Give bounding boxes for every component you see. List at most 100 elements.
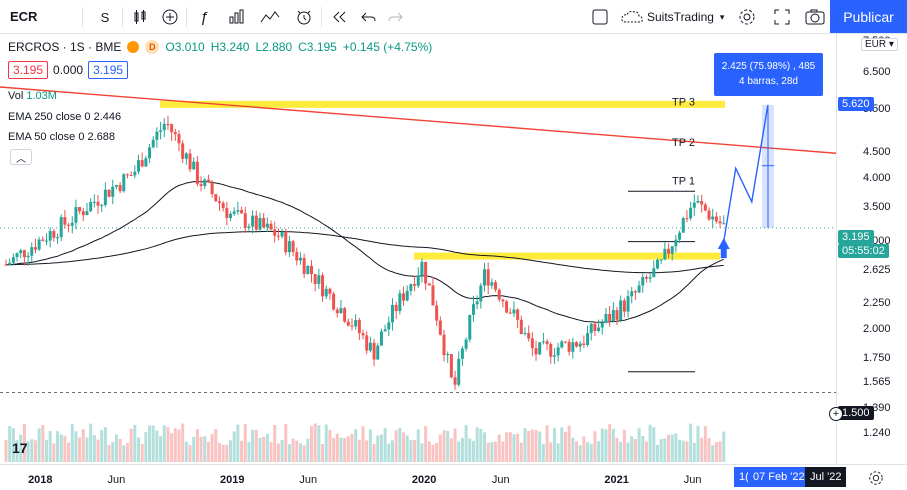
candle-body [516, 309, 520, 320]
volume-bar [563, 431, 567, 462]
candle-body [247, 226, 251, 228]
interval-button[interactable]: S [100, 9, 110, 25]
candle-body [505, 301, 509, 313]
volume-bar [667, 434, 671, 462]
candle-body [357, 320, 361, 334]
candle-body [567, 341, 571, 352]
volume-bar [402, 432, 406, 462]
candle-body [346, 321, 350, 326]
candle-body [81, 211, 85, 216]
redo-icon[interactable] [386, 6, 404, 28]
candle-type-icon[interactable] [130, 6, 150, 28]
candle-body [107, 189, 111, 197]
volume-bar [321, 444, 325, 462]
candle-body [203, 179, 207, 186]
indicator-ema250[interactable]: EMA 250 close 0 2.446 [8, 111, 121, 123]
axis-settings-gear-icon[interactable] [868, 470, 884, 490]
volume-bar [107, 444, 111, 462]
volume-bar [446, 430, 450, 462]
settings-gear-icon[interactable] [737, 6, 757, 28]
replay-icon[interactable] [330, 6, 348, 28]
volume-bar [700, 437, 704, 462]
candle-body [206, 179, 210, 183]
fullscreen-icon[interactable] [772, 6, 792, 28]
price-chart[interactable]: TP 3 TP 2 TP 1 [0, 34, 836, 464]
candle-body [449, 354, 453, 378]
candle-body [22, 250, 26, 258]
collapse-legend-button[interactable]: ︿ [10, 149, 32, 165]
time-tick: 2021 [604, 474, 629, 486]
currency-select[interactable]: EUR ▾ [861, 38, 898, 51]
candle-body [475, 301, 479, 305]
volume-bar [170, 433, 174, 462]
add-indicator-icon[interactable] [160, 6, 180, 28]
alert-icon[interactable] [293, 6, 315, 28]
volume-bar [633, 438, 637, 462]
volume-bar [545, 425, 549, 462]
candle-body [390, 304, 394, 323]
templates-icon[interactable] [227, 6, 247, 28]
candle-body [560, 341, 564, 348]
volume-bar [508, 432, 512, 462]
candle-body [243, 213, 247, 228]
tp-annotation: TP 3 [672, 97, 695, 109]
volume-bar [232, 431, 236, 462]
layout-name-button[interactable]: SuitsTrading ▾ [620, 6, 724, 28]
volume-bar [516, 433, 520, 462]
candle-body [148, 147, 152, 159]
publish-button[interactable]: Publicar [830, 0, 907, 33]
candle-body [236, 210, 240, 212]
volume-bar [398, 428, 402, 462]
volume-bar [310, 426, 314, 462]
candle-body [192, 161, 196, 170]
candle-body [287, 241, 291, 253]
compare-icon[interactable] [259, 6, 281, 28]
volume-bar [442, 430, 446, 462]
volume-bar [387, 443, 391, 462]
symbol-search[interactable]: ECR [10, 9, 38, 24]
symbol-legend: ERCROS · 1S · BME D O3.010 H3.240 L2.880… [8, 40, 432, 54]
volume-bar [626, 442, 630, 462]
indicator-label: EMA 250 close 0 [8, 111, 91, 123]
sell-price-button[interactable]: 3.195 [8, 61, 49, 79]
volume-bar [512, 434, 516, 462]
layout-checkbox-icon[interactable] [591, 6, 609, 28]
candle-body [482, 269, 486, 286]
volume-bar [586, 442, 590, 462]
candle-body [56, 237, 60, 239]
candle-body [409, 284, 413, 291]
indicator-ema50[interactable]: EMA 50 close 0 2.688 [8, 131, 115, 143]
price-tick: 2.000 [863, 322, 891, 335]
indicators-fx-icon[interactable]: ƒ [199, 8, 209, 26]
symbol-title[interactable]: ERCROS · 1S · BME [8, 40, 122, 54]
volume-bar [166, 427, 170, 462]
camera-icon[interactable] [804, 6, 826, 28]
volume-bar [295, 440, 299, 462]
volume-bar [280, 440, 284, 462]
candle-body [413, 284, 417, 286]
volume-bar [74, 431, 78, 462]
candle-body [251, 215, 255, 227]
undo-icon[interactable] [360, 6, 378, 28]
indicator-volume[interactable]: Vol 1.03M [8, 90, 57, 102]
buy-price-button[interactable]: 3.195 [88, 61, 129, 79]
volume-bar [346, 436, 350, 462]
volume-bar [177, 429, 181, 462]
add-alert-plus-icon[interactable]: + [829, 407, 843, 421]
volume-bar [538, 431, 542, 462]
volume-bar [59, 434, 63, 462]
volume-bar [302, 445, 306, 462]
time-tick: Jun [683, 474, 702, 486]
candle-body [453, 377, 457, 385]
candle-body [556, 347, 560, 356]
projection-path [723, 105, 769, 242]
volume-bar [22, 424, 26, 462]
candle-body [648, 277, 652, 279]
candle-body [181, 143, 185, 159]
candle-body [383, 329, 387, 332]
volume-bar [600, 428, 604, 462]
volume-bar [670, 434, 674, 462]
volume-bar [379, 434, 383, 462]
volume-bar [111, 442, 115, 462]
volume-bar [361, 426, 365, 462]
